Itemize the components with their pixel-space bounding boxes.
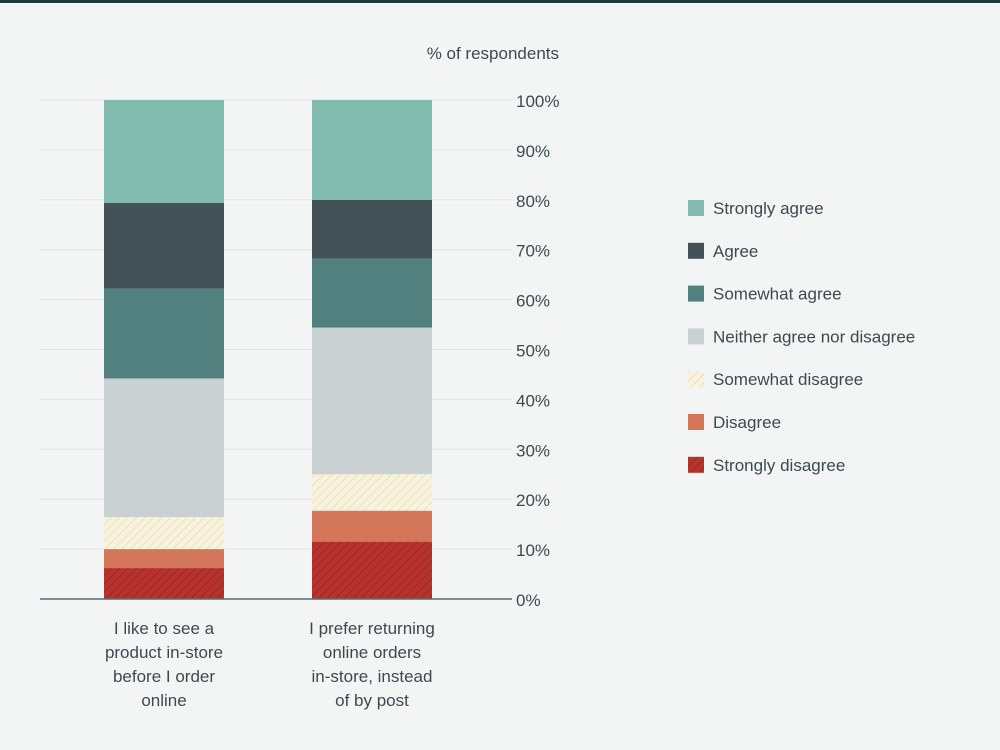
bar-segment-somewhat-agree [104,288,224,379]
y-tick-label: 100% [516,92,559,111]
y-tick-label: 0% [516,591,541,610]
bar-segment-somewhat-agree [312,258,432,328]
bar-segment-neither-agree-nor-disagree [104,378,224,518]
y-tick-label: 30% [516,441,550,460]
bar-segment-disagree [312,510,432,542]
bar-segment-agree [104,202,224,289]
y-tick-label: 10% [516,541,550,560]
legend-swatch [688,414,704,430]
y-tick-label: 40% [516,391,550,410]
y-axis-title: % of respondents [427,44,559,63]
legend-label: Somewhat disagree [713,370,863,389]
legend-label: Disagree [713,413,781,432]
legend-label: Neither agree nor disagree [713,327,915,346]
y-tick-label: 50% [516,342,550,361]
y-tick-label: 90% [516,142,550,161]
bar-segment-agree [312,199,432,259]
y-tick-label: 70% [516,242,550,261]
legend-label: Agree [713,242,758,261]
y-tick-label: 60% [516,292,550,311]
legend-swatch [688,200,704,216]
legend-label: Strongly disagree [713,456,845,475]
legend-swatch [688,371,704,388]
legend-swatch [688,242,704,259]
top-rule [0,0,1000,3]
legend-label: Strongly agree [713,199,824,218]
x-category-label: I prefer returning online orders in-store,… [309,619,435,710]
legend-swatch [688,456,704,473]
y-tick-label: 80% [516,192,550,211]
bar-segment-strongly-disagree [104,568,224,599]
bar-segment-strongly-agree [312,100,432,200]
bar-segment-somewhat-disagree [104,517,224,550]
bar-segment-disagree [104,549,224,569]
legend-swatch [688,328,704,345]
x-category-label: I like to see a product in-store before I … [105,619,223,710]
bar-segment-somewhat-disagree [312,474,432,511]
bar-segment-strongly-disagree [312,541,432,599]
legend-label: Somewhat agree [713,285,842,304]
y-tick-label: 20% [516,491,550,510]
legend-swatch [688,285,704,302]
bar-segment-neither-agree-nor-disagree [312,327,432,475]
bar-segment-strongly-agree [104,100,224,203]
